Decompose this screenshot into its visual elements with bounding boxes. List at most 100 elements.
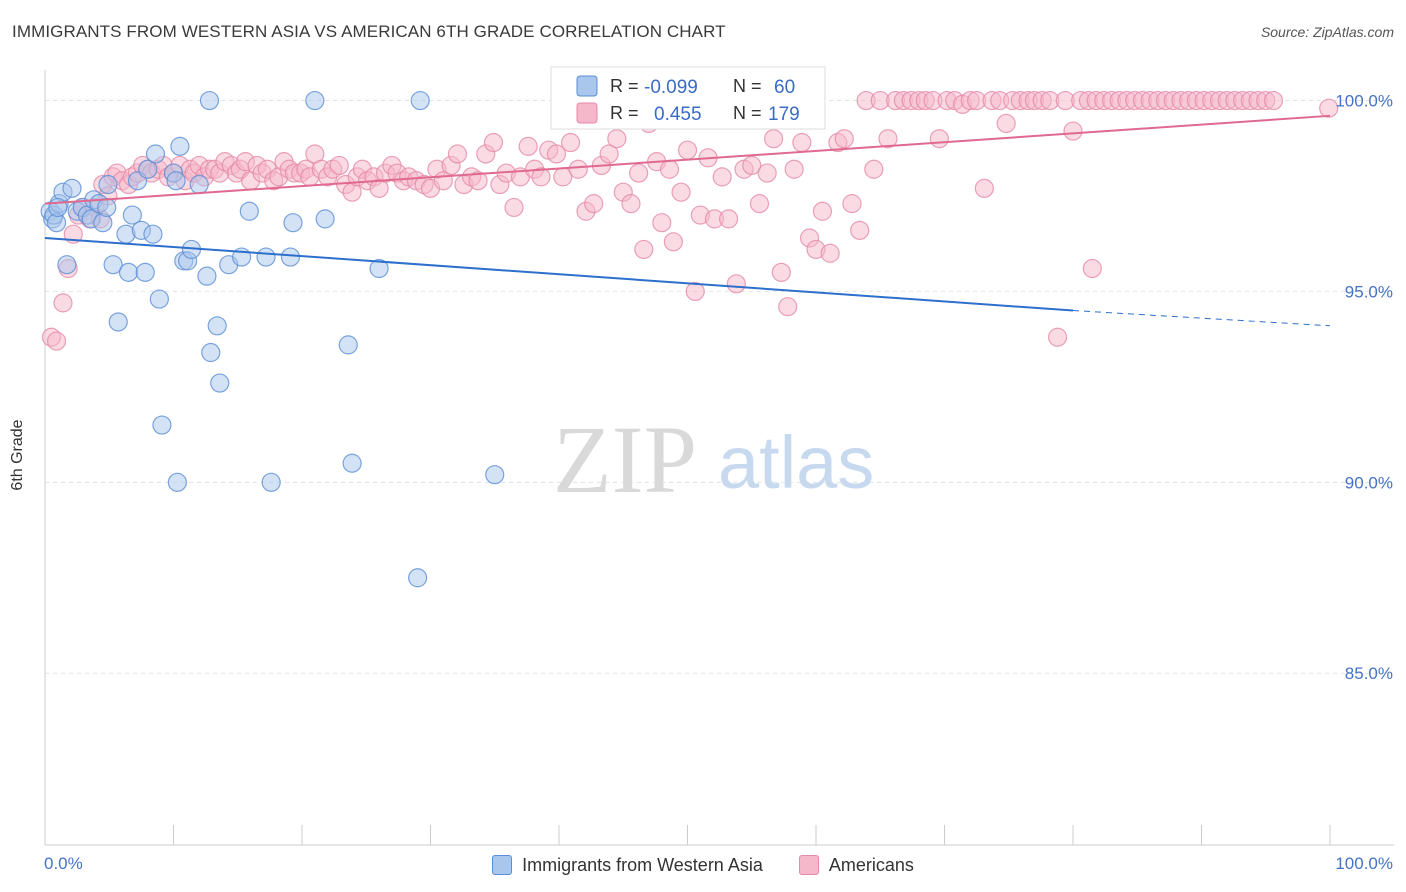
correlation-legend: R = -0.099 N = 60 R = 0.455 N = 179	[550, 66, 826, 130]
americans-point-119	[763, 129, 784, 149]
americans-point-160	[1063, 121, 1083, 141]
western-asia-point-53	[369, 258, 389, 279]
legend-swatch-western-asia	[492, 855, 513, 875]
americans-point-187	[1319, 98, 1339, 118]
y-tick-label-1: 95.0%	[1345, 282, 1393, 301]
chart-title: IMMIGRANTS FROM WESTERN ASIA VS AMERICAN…	[12, 22, 726, 41]
americans-point-99	[629, 163, 649, 183]
y-tick-label-2: 90.0%	[1345, 473, 1393, 492]
americans-point-122	[784, 159, 804, 179]
western-asia-point-56	[485, 465, 505, 485]
americans-point-103	[652, 213, 672, 233]
americans-point-74	[447, 144, 468, 164]
legend-swatch-pink	[576, 102, 598, 124]
western-asia-point-16	[98, 174, 118, 195]
legend-item-americans: Americans	[798, 854, 914, 876]
watermark-atlas: atlas	[718, 421, 874, 504]
watermark: ZIP atlas	[553, 406, 874, 513]
americans-point-98	[621, 194, 641, 214]
legend-label-western-asia: Immigrants from Western Asia	[522, 854, 763, 875]
americans-point-96	[607, 129, 627, 149]
americans-point-91	[568, 159, 588, 179]
americans-point-131	[850, 220, 870, 240]
x-tick-label-end: 100.0%	[1335, 854, 1393, 873]
americans-point-2	[53, 293, 73, 313]
legend-n-value-blue: 60	[774, 77, 795, 98]
western-asia-point-48	[283, 213, 303, 233]
americans-point-90	[560, 132, 581, 153]
legend-r-value-pink: 0.455	[654, 104, 702, 125]
y-tick-labels: 100.0% 95.0% 90.0% 85.0%	[1335, 92, 1393, 684]
western-asia-point-18	[108, 312, 128, 332]
legend-r-label-pink: R =	[610, 103, 639, 123]
americans-point-123	[792, 132, 812, 153]
americans-point-127	[820, 243, 840, 263]
americans-point-86	[531, 167, 551, 187]
western-asia-point-26	[143, 224, 163, 244]
americans-point-129	[834, 129, 854, 149]
chart-source: Source: ZipAtlas.com	[1260, 24, 1394, 40]
americans-point-1	[46, 331, 67, 351]
americans-point-84	[518, 136, 538, 156]
americans-point-158	[1047, 327, 1068, 347]
legend-n-label-blue: N =	[733, 76, 762, 96]
western-asia-point-28	[149, 289, 169, 309]
western-asia-point-49	[305, 90, 325, 111]
western-asia-point-57	[199, 90, 220, 111]
x-tick-labels: 0.0% 100.0%	[44, 854, 1393, 873]
axes	[44, 70, 1394, 846]
western-asia-point-39	[201, 342, 221, 363]
western-asia-point-55	[410, 90, 430, 111]
americans-point-107	[677, 140, 698, 160]
legend-r-label-blue: R =	[610, 76, 639, 96]
western-asia-point-52	[342, 453, 362, 473]
americans-point-77	[468, 171, 488, 191]
trend-line-americans	[44, 114, 1331, 205]
western-asia-point-50	[315, 209, 335, 229]
western-asia-point-44	[239, 201, 259, 221]
legend-label-americans: Americans	[828, 854, 914, 875]
western-asia-point-15	[97, 197, 117, 218]
americans-point-112	[712, 167, 732, 187]
americans-point-151	[996, 113, 1016, 134]
americans-point-79	[483, 132, 504, 153]
americans-point-116	[742, 155, 762, 176]
americans-point-114	[726, 274, 746, 294]
americans-point-142	[929, 129, 949, 149]
western-asia-point-29	[152, 415, 172, 435]
western-asia-point-32	[167, 472, 187, 492]
legend-item-western-asia: Immigrants from Western Asia	[492, 855, 763, 876]
western-asia-point-38	[197, 266, 217, 286]
americans-point-126	[812, 201, 833, 221]
legend-n-label-pink: N =	[733, 103, 762, 123]
americans-point-117	[749, 194, 770, 214]
trend-lines	[44, 114, 1331, 327]
americans-point-108	[685, 281, 705, 302]
western-asia-point-47	[280, 247, 301, 267]
western-asia-point-54	[408, 568, 428, 588]
western-asia-point-37	[189, 174, 209, 195]
americans-points	[41, 90, 1339, 351]
americans-point-118	[757, 163, 777, 183]
western-asia-point-41	[210, 373, 230, 393]
western-asia-point-40	[207, 316, 227, 336]
americans-point-186	[1263, 90, 1284, 111]
western-asia-point-21	[122, 205, 142, 225]
americans-point-188	[1082, 258, 1102, 279]
americans-point-133	[864, 159, 884, 179]
western-asia-point-51	[338, 335, 358, 355]
americans-point-120	[771, 262, 791, 282]
western-asia-point-25	[138, 159, 158, 179]
americans-point-135	[878, 129, 898, 149]
americans-point-105	[663, 232, 683, 252]
western-asia-point-45	[256, 247, 276, 267]
legend-r-value-blue: -0.099	[644, 77, 698, 98]
watermark-zip: ZIP	[553, 406, 697, 513]
americans-point-82	[504, 197, 524, 218]
trend-line-western-asia-extension	[1072, 310, 1331, 327]
americans-point-55	[329, 155, 349, 176]
western-asia-point-6	[57, 255, 77, 275]
americans-point-100	[634, 239, 654, 260]
western-asia-point-27	[145, 144, 166, 164]
